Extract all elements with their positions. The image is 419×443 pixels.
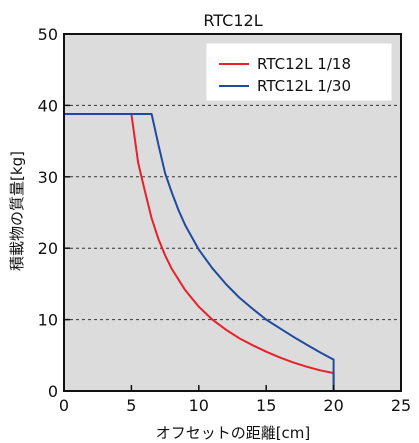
series-layer — [64, 113, 335, 391]
chart-title: RTC12L — [203, 11, 262, 30]
y-tick-label-0: 0 — [48, 382, 58, 401]
y-tick-label-10: 10 — [38, 311, 58, 330]
x-tick-label-5: 5 — [126, 396, 136, 415]
legend-label-1: RTC12L 1/18 — [257, 55, 351, 73]
y-tick-label-30: 30 — [38, 168, 58, 187]
series-line-1 — [64, 113, 335, 391]
x-tick-label-10: 10 — [189, 396, 209, 415]
legend-label-2: RTC12L 1/30 — [257, 77, 351, 95]
x-tick-label-15: 15 — [256, 396, 276, 415]
grid-lines — [64, 104, 401, 321]
axis-ticks: 0 5 10 15 20 25 0 10 20 30 40 50 — [38, 25, 412, 415]
legend-box — [206, 43, 392, 101]
y-tick-label-50: 50 — [38, 25, 58, 44]
x-tick-label-20: 20 — [323, 396, 343, 415]
x-tick-label-0: 0 — [59, 396, 69, 415]
y-tick-label-20: 20 — [38, 239, 58, 258]
series-line-2 — [64, 113, 335, 391]
y-tick-label-40: 40 — [38, 96, 58, 115]
y-axis-label: 積載物の質量[kg] — [8, 151, 26, 271]
x-tick-label-25: 25 — [391, 396, 411, 415]
plot-frame — [63, 33, 402, 392]
legend: RTC12L 1/18 RTC12L 1/30 — [206, 43, 392, 101]
x-axis-label: オフセットの距離[cm] — [156, 424, 311, 442]
